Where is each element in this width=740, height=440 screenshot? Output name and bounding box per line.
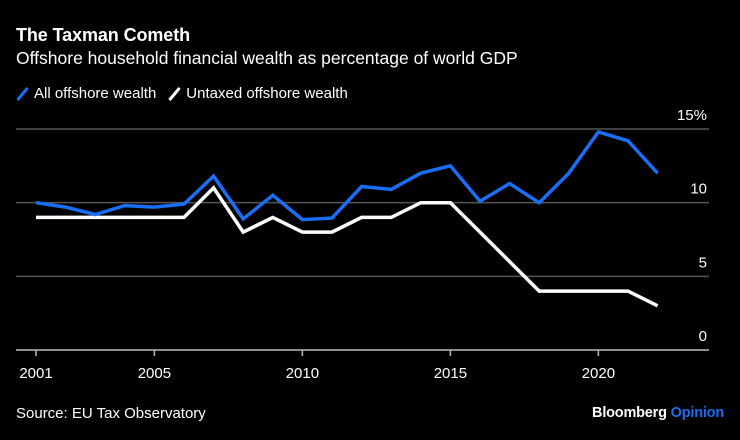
legend-item-untaxed-offshore: Untaxed offshore wealth — [168, 85, 348, 102]
series-line-all-offshore-wealth — [35, 129, 659, 222]
brand-name: Bloomberg — [592, 405, 667, 421]
chart-subtitle: Offshore household financial wealth as p… — [16, 48, 518, 68]
legend: All offshore wealth Untaxed offshore wea… — [16, 85, 360, 102]
legend-label: Untaxed offshore wealth — [186, 85, 348, 102]
series-lines — [35, 129, 659, 308]
y-tick-label: 5 — [699, 254, 707, 271]
series-line-untaxed-offshore-wealth — [36, 185, 659, 308]
x-tick-label: 2010 — [286, 365, 319, 382]
y-tick-label: 0 — [699, 328, 707, 345]
y-axis: 0 5 10 15% — [677, 107, 707, 345]
legend-label: All offshore wealth — [34, 85, 157, 102]
gridlines — [16, 128, 709, 278]
x-tick-label: 2020 — [582, 365, 615, 382]
y-tick-label: 10 — [690, 181, 707, 198]
x-tick-label: 2005 — [138, 365, 171, 382]
y-tick-label: 15% — [677, 107, 707, 124]
brand-logo: Bloomberg Opinion — [592, 405, 724, 421]
x-tick-label: 2001 — [19, 365, 52, 382]
legend-item-all-offshore: All offshore wealth — [16, 85, 156, 102]
x-axis: 2001 2005 2010 2015 2020 — [16, 349, 709, 382]
chart-title: The Taxman Cometh — [16, 25, 190, 45]
brand-section: Opinion — [670, 405, 725, 421]
source-note: Source: EU Tax Observatory — [16, 405, 206, 422]
x-tick-label: 2015 — [434, 365, 467, 382]
